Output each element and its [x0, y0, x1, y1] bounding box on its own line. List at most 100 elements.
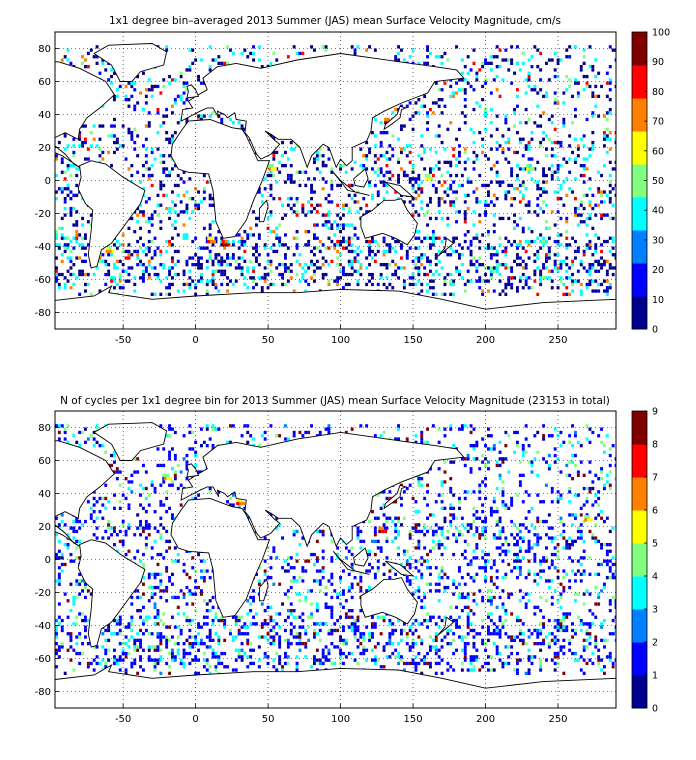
- bin-cell: [405, 154, 409, 158]
- bin-cell: [211, 605, 215, 609]
- bin-cell: [139, 263, 142, 267]
- bin-cell: [231, 635, 235, 639]
- bin-cell: [431, 615, 435, 619]
- bin-cell: [107, 150, 111, 155]
- bin-cell: [202, 665, 206, 669]
- bin-cell: [400, 628, 403, 633]
- bin-cell: [437, 160, 441, 164]
- bin-cell: [568, 243, 572, 247]
- bin-cell: [579, 203, 583, 207]
- coastline-shape: [385, 181, 415, 198]
- bin-cell: [533, 628, 537, 633]
- bin-cell: [417, 187, 421, 191]
- bin-cell: [458, 595, 461, 600]
- bin-cell: [200, 279, 203, 283]
- bin-cell: [521, 272, 525, 277]
- bin-cell: [347, 585, 351, 590]
- bin-cell: [107, 625, 111, 629]
- bin-cell: [530, 286, 534, 290]
- bin-cell: [460, 638, 464, 642]
- bin-cell: [269, 556, 273, 560]
- bin-cell: [101, 58, 105, 62]
- bin-cell: [562, 645, 566, 649]
- bin-cell: [205, 615, 209, 619]
- bin-cell: [591, 147, 595, 151]
- bin-cell: [582, 193, 586, 197]
- bin-cell: [402, 622, 406, 626]
- bin-cell: [489, 566, 493, 570]
- bin-cell: [243, 622, 247, 626]
- bin-cell: [205, 569, 209, 573]
- bin-cell: [304, 243, 308, 247]
- bin-cell: [458, 272, 461, 277]
- bin-cell: [437, 249, 441, 254]
- bin-cell: [431, 111, 435, 115]
- bin-cell: [347, 243, 351, 247]
- bin-cell: [286, 589, 290, 593]
- bin-cell: [539, 276, 543, 280]
- bin-cell: [185, 233, 189, 237]
- bin-cell: [423, 61, 427, 65]
- bin-cell: [498, 632, 502, 636]
- bin-cell: [495, 576, 499, 580]
- bin-cell: [397, 157, 400, 161]
- bin-cell: [463, 233, 467, 237]
- bin-cell: [498, 48, 502, 52]
- bin-cell: [136, 263, 140, 267]
- bin-cell: [269, 615, 273, 619]
- bin-cell: [356, 279, 360, 283]
- bin-cell: [336, 556, 340, 560]
- bin-cell: [368, 279, 371, 283]
- bin-cell: [69, 164, 73, 168]
- bin-cell: [182, 665, 186, 669]
- bin-cell: [565, 612, 569, 616]
- bin-cell: [487, 595, 490, 600]
- bin-cell: [168, 266, 171, 270]
- bin-cell: [318, 589, 322, 593]
- bin-cell: [504, 48, 508, 52]
- bin-cell: [182, 592, 186, 596]
- bin-cell: [60, 160, 64, 164]
- bin-cell: [481, 638, 485, 642]
- bin-cell: [240, 615, 244, 619]
- bin-cell: [356, 259, 360, 263]
- bin-cell: [281, 282, 284, 287]
- bin-cell: [66, 279, 70, 283]
- bin-cell: [84, 615, 87, 619]
- bin-cell: [133, 107, 137, 112]
- bin-cell: [521, 193, 525, 197]
- bin-cell: [315, 210, 319, 214]
- bin-cell: [278, 612, 282, 616]
- bin-cell: [446, 661, 450, 666]
- bin-cell: [391, 642, 395, 646]
- hotspot-cell: [424, 177, 428, 181]
- bin-cell: [336, 249, 340, 254]
- bin-cell: [246, 233, 250, 237]
- bin-cell: [498, 94, 502, 98]
- bin-cell: [159, 632, 163, 636]
- bin-cell: [330, 259, 334, 263]
- bin-cell: [263, 266, 267, 270]
- bin-cell: [133, 249, 137, 254]
- bin-cell: [347, 210, 351, 214]
- bin-cell: [214, 651, 218, 656]
- bin-cell: [142, 263, 145, 267]
- bin-cell: [307, 615, 311, 619]
- bin-cell: [188, 177, 192, 181]
- bin-cell: [179, 589, 183, 593]
- bin-cell: [144, 167, 148, 171]
- bin-cell: [518, 559, 522, 563]
- bin-cell: [400, 147, 403, 151]
- bin-cell: [556, 628, 560, 633]
- bin-cell: [603, 585, 606, 590]
- bin-cell: [208, 203, 212, 207]
- bin-cell: [310, 665, 313, 669]
- bin-cell: [191, 48, 195, 52]
- bin-cell: [487, 230, 490, 234]
- bin-cell: [495, 140, 499, 145]
- bin-cell: [220, 269, 224, 273]
- bin-cell: [315, 167, 319, 171]
- bin-cell: [60, 628, 64, 633]
- bin-cell: [281, 602, 284, 606]
- bin-cell: [179, 74, 183, 79]
